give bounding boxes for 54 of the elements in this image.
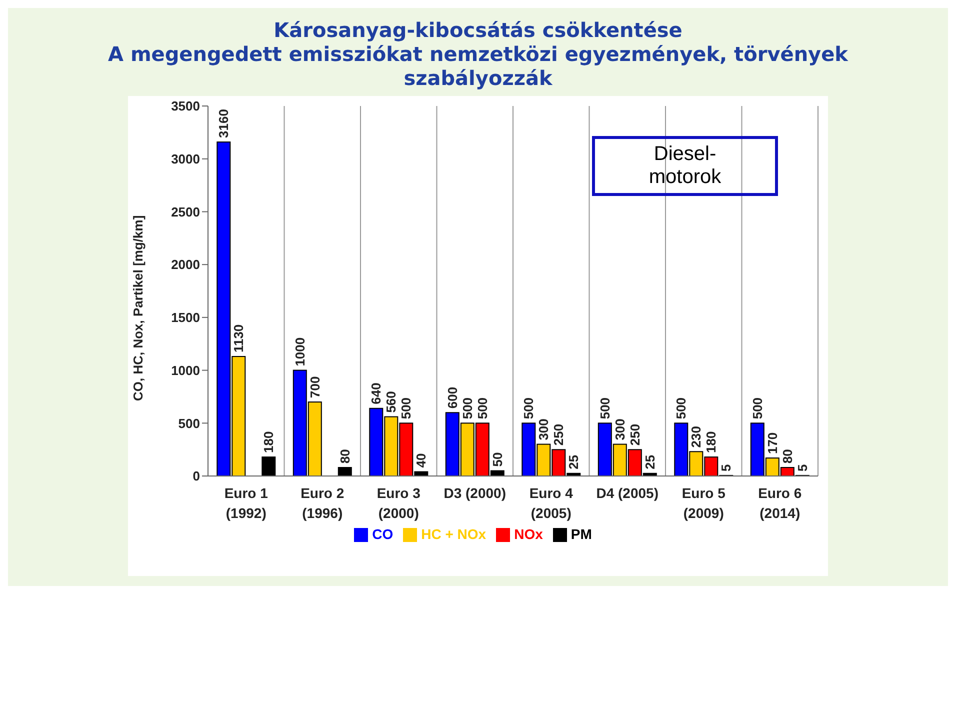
x-tick-label: Euro 4 (2005) xyxy=(529,485,574,521)
x-tick-label: Euro 2 (1996) xyxy=(300,485,344,521)
data-label: 80 xyxy=(780,449,795,464)
x-tick-label: Euro 5 (2009) xyxy=(682,485,726,521)
y-tick-label: 1000 xyxy=(171,362,200,378)
y-tick-label: 2500 xyxy=(171,204,200,220)
x-tick-label: D3 (2000) xyxy=(444,485,506,501)
data-label: 500 xyxy=(521,397,536,420)
data-label: 180 xyxy=(704,431,719,453)
chart-subtitle: A megengedett emissziókat nemzetközi egyezmények, törvények szabályozzák xyxy=(107,42,850,90)
data-label: 300 xyxy=(612,418,628,440)
data-label: 500 xyxy=(474,397,490,420)
note-box: Diesel- motorok xyxy=(592,136,778,196)
data-label: 500 xyxy=(398,397,414,420)
data-label: 25 xyxy=(566,454,582,470)
y-tick-label: 500 xyxy=(178,416,200,431)
data-label: 500 xyxy=(460,397,475,420)
data-label: 50 xyxy=(490,452,505,467)
y-tick-label: 1500 xyxy=(171,310,200,326)
chart-title: Károsanyag-kibocsátás csökkentése xyxy=(272,18,684,42)
data-label: 500 xyxy=(674,397,689,420)
x-tick-label: Euro 6 (2014) xyxy=(758,485,802,521)
x-tick-label: Euro 1 (1992) xyxy=(224,485,268,521)
y-tick-label: 3500 xyxy=(171,98,200,114)
data-label: 300 xyxy=(536,418,552,440)
data-label: 250 xyxy=(627,424,642,446)
data-label: 230 xyxy=(688,426,704,448)
x-tick-label: D4 (2005) xyxy=(596,485,659,501)
legend-label: PM xyxy=(570,526,592,542)
data-label: 500 xyxy=(750,397,765,420)
data-label: 25 xyxy=(642,454,658,470)
data-label: 640 xyxy=(368,382,384,404)
y-tick-label: 3000 xyxy=(171,151,200,166)
legend-label: CO xyxy=(372,526,394,542)
y-axis-title: CO, HC, Nox, Partikel [mg/km] xyxy=(130,215,146,401)
data-label: 3160 xyxy=(216,109,232,138)
data-label: 170 xyxy=(764,432,780,454)
legend-label: HC + NOx xyxy=(421,526,486,542)
data-label: 560 xyxy=(384,391,399,413)
data-label: 5 xyxy=(794,464,810,472)
x-tick-label: Euro 3 (2000) xyxy=(376,485,421,521)
data-label: 700 xyxy=(307,376,322,398)
data-label: 500 xyxy=(597,397,612,420)
data-label: 1000 xyxy=(292,337,308,366)
data-label: 250 xyxy=(551,424,566,446)
data-label: 40 xyxy=(414,453,429,468)
data-label: 80 xyxy=(337,449,352,464)
data-label: 5 xyxy=(718,464,734,472)
legend-label: NOx xyxy=(514,526,543,542)
data-label: 1130 xyxy=(231,324,246,353)
y-tick-label: 0 xyxy=(192,468,200,484)
data-label: 600 xyxy=(444,386,460,409)
data-label: 180 xyxy=(261,431,276,453)
y-tick-label: 2000 xyxy=(171,257,200,272)
